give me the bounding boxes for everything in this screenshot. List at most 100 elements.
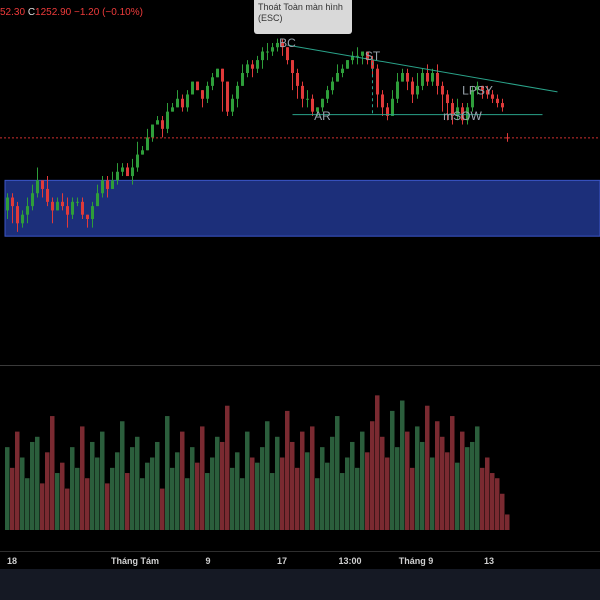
annotation-label: LPSY [462,83,493,97]
resistance-trendline [287,44,558,93]
volume-bar [120,421,125,530]
candle-body [441,85,444,95]
volume-bar [195,462,200,530]
volume-bar [390,410,395,530]
candle-body [301,85,304,99]
candle-body [56,201,59,211]
annotation-label: AR [314,109,331,123]
candle-body [131,167,134,177]
annotation-label: BC [279,36,296,50]
volume-bar [410,467,415,530]
tooltip-line-2: (ESC) [258,13,283,23]
candle-body [216,68,219,78]
candle-body [16,206,19,224]
demand-zone-rect [4,179,600,237]
volume-bar [165,416,170,530]
volume-bar [185,478,190,530]
candle-body [96,193,99,207]
volume-bar [500,493,505,530]
volume-bar [105,483,110,530]
candle-body [356,55,359,57]
candle-body [341,68,344,73]
volume-bar [395,447,400,530]
pane-separator[interactable] [0,365,600,366]
volume-bar [295,467,300,530]
volume-bar [315,478,320,530]
volume-bar [20,457,25,530]
volume-bar [305,452,310,530]
candle-body [401,73,404,82]
volume-bar [310,426,315,530]
volume-bar [80,426,85,530]
candle-body [46,188,49,202]
candle-body [256,60,259,69]
bottom-toolbar[interactable] [0,569,600,600]
candle-body [336,73,339,82]
volume-bar [330,436,335,530]
candle-body [286,47,289,61]
tooltip-line-1: Thoát Toàn màn hình [258,2,343,12]
candle-body [181,98,184,108]
candle-body [456,107,459,116]
volume-bar [265,421,270,530]
candle-body [296,73,299,86]
candle-body [11,197,14,207]
volume-bar [325,462,330,530]
volume-bar [150,457,155,530]
candle-body [121,167,124,172]
candle-body [366,51,369,61]
time-axis[interactable]: 18 Tháng Tám 9 17 13:00 Tháng 9 13 [7,556,494,566]
volume-bar [30,441,35,530]
candle-body [331,81,334,91]
candle-body [146,137,149,151]
volume-bar [115,452,120,530]
candle-body [351,55,354,61]
annotation-label: ST [365,49,381,63]
time-tick-label: 13 [484,556,494,566]
volume-bar [50,416,55,530]
candle-body [211,77,214,86]
candle-body [501,103,504,108]
candle-body [51,201,54,211]
candle-body [191,81,194,95]
volume-bar [220,441,225,530]
volume-bar [10,467,15,530]
volume-bar [365,452,370,530]
exit-fullscreen-tooltip[interactable]: Thoát Toàn màn hình (ESC) [254,0,352,34]
legend-change: −1.20 (−0.10%) [73,7,143,18]
candle-body [476,85,479,91]
candle-body [496,98,499,104]
volume-bar [170,467,175,530]
candle-body [376,68,379,95]
volume-bar [340,473,345,530]
volume-bar [255,462,260,530]
legend-close-label: C [27,7,36,18]
volume-bar [135,436,140,530]
volume-bar [45,452,50,530]
volume-bar [470,441,475,530]
volume-bar [230,467,235,530]
volume-bar [90,441,95,530]
legend-prefix: 52.30 [0,7,26,18]
time-tick-label: Tháng 9 [399,556,434,566]
candle-body [396,81,399,99]
candle-body [206,85,209,99]
volume-bar [180,431,185,530]
volume-bar [400,400,405,530]
candle-body [226,81,229,112]
candle-body [421,73,424,86]
volume-bar [475,426,480,530]
volume-bar [385,457,390,530]
volume-layer [5,395,510,530]
candle-body [321,98,324,108]
candle-body [231,98,234,112]
volume-bar [375,395,380,530]
volume-bar [380,436,385,530]
volume-bar [280,457,285,530]
volume-bar [160,488,165,530]
candle-body [71,201,74,215]
legend-close-value: 1252.90 [35,7,72,18]
volume-bar [345,457,350,530]
candle-body [221,68,224,82]
